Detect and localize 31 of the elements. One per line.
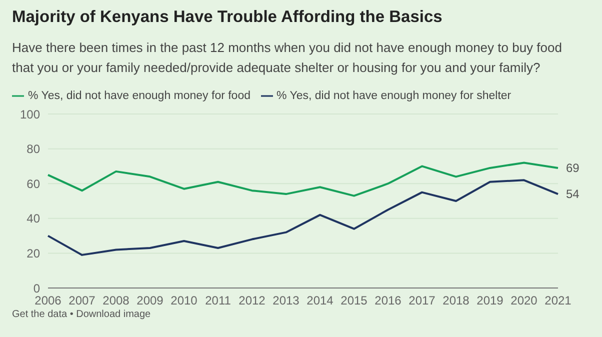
- x-tick-label: 2019: [476, 294, 504, 308]
- x-tick-label: 2020: [510, 294, 538, 308]
- x-tick-label: 2014: [306, 294, 334, 308]
- line-series: [47, 162, 559, 197]
- chart-subtitle: Have there been times in the past 12 months when you did not have enough money to buy food that you or your family needed/provide adequate shelter or housing for you and your family?: [12, 39, 563, 77]
- x-tick-label: 2013: [272, 294, 300, 308]
- text: Get the data • Download image: [12, 309, 151, 320]
- x-tick-label: 2008: [102, 294, 130, 308]
- x-tick-label: 2006: [34, 294, 62, 308]
- x-tick-label: 2021: [544, 294, 572, 308]
- y-tick-label: 20: [26, 246, 40, 260]
- x-tick-label: 2012: [238, 294, 266, 308]
- y-tick-label: 40: [26, 212, 40, 226]
- legend-label: % Yes, did not have enough money for shelter: [276, 90, 512, 102]
- data-label: 54: [566, 187, 580, 202]
- x-tick-label: 2017: [408, 294, 436, 308]
- y-tick-label: 60: [26, 176, 40, 191]
- line-series: [47, 179, 559, 256]
- x-tick-label: 2010: [170, 294, 198, 308]
- data-label: 69: [566, 160, 580, 175]
- chart-title: Majority of Kenyans Have Trouble Affording the Basics: [12, 8, 442, 27]
- y-tick-label: 80: [26, 142, 40, 156]
- x-tick-label: 2007: [68, 294, 96, 308]
- y-tick-label: 0: [33, 281, 40, 296]
- x-tick-label: 2009: [136, 294, 164, 308]
- y-tick-label: 100: [20, 107, 40, 122]
- x-tick-label: 2018: [442, 294, 470, 308]
- x-tick-label: 2015: [340, 294, 368, 308]
- legend-label: % Yes, did not have enough money for food: [28, 90, 250, 102]
- x-tick-label: 2016: [374, 294, 402, 308]
- x-tick-label: 2011: [205, 294, 232, 308]
